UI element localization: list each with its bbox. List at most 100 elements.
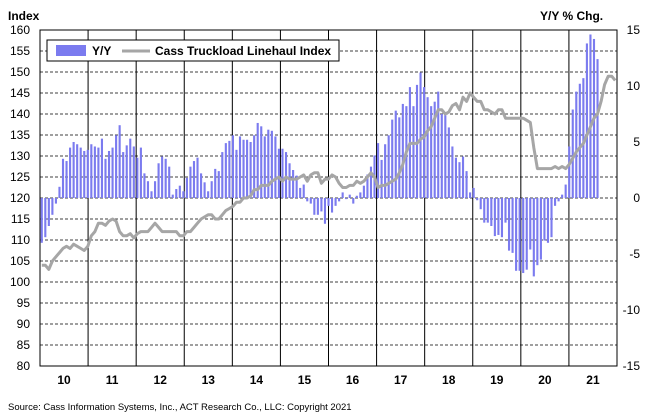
yy-bar xyxy=(263,136,266,198)
legend-box xyxy=(46,39,340,62)
x-tick-label: 13 xyxy=(202,373,216,387)
legend-bar-swatch xyxy=(56,45,86,56)
yy-bar xyxy=(469,192,472,198)
yy-bar xyxy=(150,191,153,198)
yy-bar xyxy=(327,198,330,206)
yy-bar xyxy=(146,181,150,198)
yy-bar xyxy=(185,177,188,198)
yy-bar xyxy=(76,144,79,198)
yy-bar xyxy=(461,156,465,198)
yy-bar xyxy=(157,163,160,198)
plot-area-border xyxy=(39,29,618,367)
yy-bar xyxy=(238,136,242,198)
yy-bar xyxy=(543,198,546,241)
x-tick-label: 11 xyxy=(106,373,119,387)
yy-bar xyxy=(164,158,167,198)
x-tick-label: 17 xyxy=(394,373,408,387)
yy-bar xyxy=(493,198,496,237)
yy-bar xyxy=(472,187,475,198)
left-tick-label: 90 xyxy=(17,317,31,331)
right-tick-label: 5 xyxy=(633,135,640,149)
yy-bar xyxy=(93,146,96,198)
right-axis-title: Y/Y % Chg. xyxy=(540,9,603,23)
left-tick-label: 160 xyxy=(10,23,30,37)
yy-bar xyxy=(465,171,468,198)
yy-bar xyxy=(281,148,284,198)
yy-bar xyxy=(345,198,348,200)
yy-bar xyxy=(299,187,302,198)
yy-bar xyxy=(270,130,273,198)
yy-bar xyxy=(51,198,54,215)
yy-bar xyxy=(267,129,270,198)
yy-bar xyxy=(210,181,213,198)
legend-line-label: Cass Truckload Linehaul Index xyxy=(155,44,331,58)
yy-bar xyxy=(277,148,281,198)
yy-bar xyxy=(260,126,263,198)
yy-bar xyxy=(323,198,327,224)
yy-bar xyxy=(394,110,397,198)
yy-bar xyxy=(175,189,178,198)
right-tick-label: 10 xyxy=(627,79,641,93)
yy-bar xyxy=(136,157,139,198)
yy-bar xyxy=(224,143,227,198)
left-tick-label: 110 xyxy=(11,233,30,247)
yy-bar-series xyxy=(40,34,599,277)
yy-bar xyxy=(550,198,553,238)
left-tick-label: 120 xyxy=(10,191,30,205)
yy-bar xyxy=(546,198,550,243)
yy-bar xyxy=(115,135,118,198)
yy-bar xyxy=(564,184,567,198)
yy-bar xyxy=(447,127,450,198)
yy-bar xyxy=(207,191,210,198)
left-axis-tick-labels: 160 155 150 145 140 135 130 125 120 115 110 105 100 9… xyxy=(10,23,30,373)
yy-bar xyxy=(139,147,142,198)
yy-bar xyxy=(536,198,539,266)
yy-bar xyxy=(479,198,482,210)
x-tick-label: 20 xyxy=(538,373,552,387)
yy-bar xyxy=(44,198,47,238)
legend-bar-label: Y/Y xyxy=(92,44,111,58)
yy-bar xyxy=(376,143,380,198)
yy-bar xyxy=(249,142,252,198)
yy-bar xyxy=(423,87,426,198)
yy-bar xyxy=(69,147,72,198)
yy-bar xyxy=(444,115,447,198)
right-tick-label: 15 xyxy=(627,23,641,37)
yy-bar xyxy=(58,186,61,198)
yy-bar xyxy=(341,192,344,198)
yy-bar xyxy=(330,198,334,213)
yy-bar xyxy=(107,150,111,198)
yy-bar xyxy=(451,146,454,198)
yy-bar xyxy=(522,198,525,274)
yy-bar xyxy=(104,158,107,198)
x-tick-label: 16 xyxy=(346,373,360,387)
yy-bar xyxy=(100,138,104,198)
yy-bar xyxy=(171,194,174,198)
yy-bar xyxy=(246,139,249,198)
cass-index-line xyxy=(41,74,617,271)
yy-bar xyxy=(200,173,203,198)
x-tick-label: 10 xyxy=(57,373,71,387)
yy-bar xyxy=(458,162,461,198)
yy-bar xyxy=(571,109,574,198)
yy-bar xyxy=(182,191,185,198)
yy-bar xyxy=(122,152,125,198)
yy-bar xyxy=(274,136,277,198)
yy-bar xyxy=(306,198,309,202)
yy-bar xyxy=(242,139,245,198)
left-axis-title: Index xyxy=(8,9,40,23)
yy-bar xyxy=(302,184,305,198)
yy-bar xyxy=(486,198,489,223)
yy-bar xyxy=(47,198,50,226)
yy-bar xyxy=(143,173,146,198)
yy-bar xyxy=(118,125,121,198)
yy-bar xyxy=(454,157,457,198)
yy-bar xyxy=(189,166,192,198)
yy-bar xyxy=(129,138,132,198)
right-axis-tick-labels: 15 10 5 0 -5 -10 -15 xyxy=(623,23,641,373)
yy-bar xyxy=(557,198,560,202)
yy-bar xyxy=(553,198,557,206)
right-tick-label: -15 xyxy=(623,359,641,373)
